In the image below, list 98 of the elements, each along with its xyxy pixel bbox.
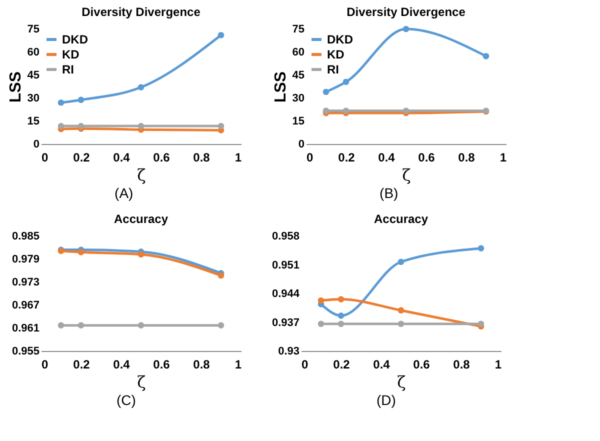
y-tick-label: 0.967: [12, 300, 40, 312]
point: [218, 322, 224, 328]
point: [342, 78, 350, 86]
point: [398, 320, 404, 328]
text: (A): [114, 185, 134, 201]
x-tick-label: 0.6: [153, 358, 170, 372]
point: [78, 122, 84, 130]
y-tick-label: 0.973: [12, 276, 40, 288]
point: [138, 322, 144, 328]
point: [478, 245, 484, 252]
legend-label: RI: [62, 62, 74, 76]
y-tick-label: 0.961: [12, 322, 40, 334]
x-tick-label: 0.8: [193, 358, 210, 372]
x-tick-label: 1: [234, 150, 242, 164]
x-tick-label: 0.8: [193, 150, 210, 164]
x-axis-title: ζ: [397, 372, 406, 392]
point: [398, 307, 404, 314]
point: [58, 122, 64, 130]
point: [138, 84, 144, 90]
x-tick-label: 0.6: [153, 150, 170, 164]
x-tick-label: 0.2: [73, 150, 90, 164]
point: [342, 108, 350, 114]
y-tick-label: 30: [27, 92, 40, 104]
point: [318, 297, 324, 304]
y-tick-label: 45: [27, 70, 40, 82]
point: [482, 52, 490, 60]
y-tick-label: 0.958: [272, 230, 300, 242]
chart-title: Accuracy: [374, 212, 428, 226]
point: [218, 32, 224, 38]
y-tick-label: 15: [292, 116, 304, 128]
point: [218, 122, 224, 130]
x-axis-title: ζ: [137, 166, 146, 184]
point: [78, 96, 84, 103]
point: [78, 322, 84, 328]
y-tick-label: 0.955: [12, 346, 40, 358]
legend-label: DKD: [327, 32, 354, 46]
point: [402, 26, 410, 32]
x-tick-label: 0.2: [333, 358, 350, 372]
legend-label: RI: [327, 62, 339, 76]
chart-title: Diversity Divergence: [82, 5, 201, 19]
point: [338, 320, 344, 328]
x-tick-label: 1: [500, 150, 507, 164]
y-tick-label: 15: [27, 116, 40, 128]
legend-label: KD: [327, 48, 345, 62]
y-tick-label: 0: [298, 138, 304, 150]
x-tick-label: 0.4: [113, 358, 130, 372]
text: (B): [380, 185, 398, 201]
x-tick-label: 0.6: [413, 358, 430, 372]
y-tick-label: 0.979: [12, 254, 40, 266]
x-tick-label: 0.6: [418, 150, 436, 164]
y-tick-label: 0.937: [272, 316, 300, 329]
y-tick-label: 45: [292, 70, 304, 82]
x-tick-label: 0.2: [338, 150, 356, 164]
x-tick-label: 0.8: [453, 358, 470, 372]
y-tick-label: 75: [27, 24, 40, 36]
y-tick-label: 75: [292, 24, 304, 36]
x-tick-label: 1: [494, 358, 502, 372]
x-tick-label: 0.8: [458, 150, 476, 164]
point: [398, 258, 404, 266]
point: [138, 251, 144, 258]
y-axis-title: LSS: [7, 71, 24, 103]
x-tick-label: 0.2: [73, 358, 90, 372]
x-axis-title: ζ: [137, 372, 146, 392]
point: [478, 320, 484, 328]
y-tick-label: 30: [292, 92, 304, 104]
y-axis-title: LSS: [272, 71, 290, 103]
y-tick-label: 0: [33, 138, 40, 150]
legend-label: KD: [62, 48, 80, 62]
point: [218, 272, 224, 279]
point: [318, 320, 324, 328]
chart-title: Diversity Divergence: [346, 5, 466, 19]
y-tick-label: 0.93: [278, 346, 300, 358]
x-axis-title: ζ: [402, 166, 412, 184]
x-tick-label: 0.4: [378, 150, 396, 164]
point: [402, 108, 410, 114]
point: [338, 312, 344, 319]
y-tick-label: 0.951: [272, 259, 300, 272]
y-tick-label: 60: [292, 46, 304, 58]
x-tick-label: 0: [306, 150, 314, 164]
x-tick-label: 0.4: [373, 358, 390, 372]
y-tick-label: 0.944: [272, 288, 300, 300]
point: [322, 88, 330, 96]
point: [322, 108, 330, 114]
x-tick-label: 0: [42, 358, 48, 372]
y-tick-label: 0.985: [12, 230, 40, 242]
text: (D): [376, 392, 396, 408]
point: [58, 99, 64, 106]
point: [78, 248, 84, 256]
x-tick-label: 0.4: [113, 150, 130, 164]
legend-label: DKD: [62, 32, 88, 46]
point: [338, 296, 344, 302]
y-tick-label: 60: [27, 46, 40, 58]
point: [58, 322, 64, 328]
point: [138, 122, 144, 130]
chart-title: Accuracy: [114, 212, 168, 226]
x-tick-label: 0: [42, 150, 48, 164]
x-tick-label: 1: [234, 358, 242, 372]
text: (C): [116, 392, 136, 408]
